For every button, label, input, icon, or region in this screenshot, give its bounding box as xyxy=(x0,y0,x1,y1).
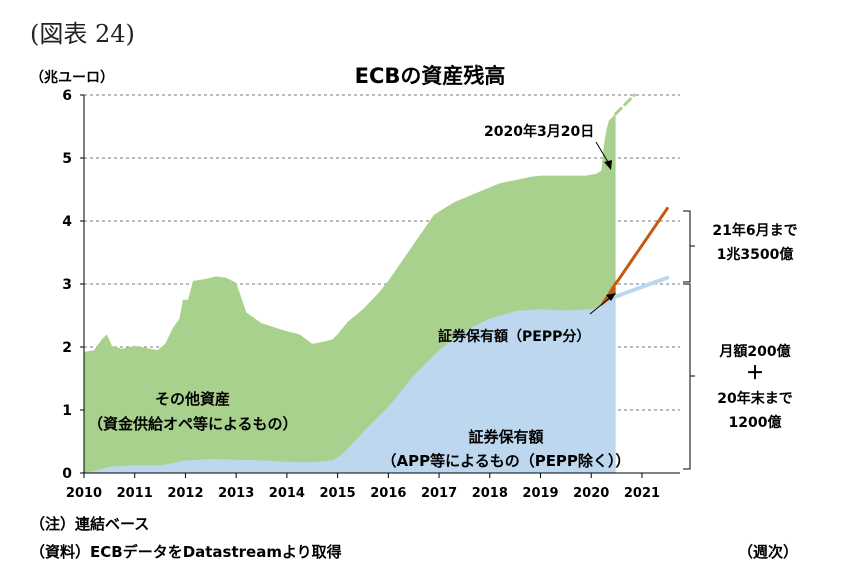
y-tick-label: 0 xyxy=(62,466,72,482)
x-tick-label: 2017 xyxy=(421,486,457,501)
series-area-securities xyxy=(84,296,616,473)
annotation-date: 2020年3月20日 xyxy=(484,123,594,140)
annotation-app-target-4: 1200億 xyxy=(729,414,782,431)
footnote: （注）連結ベース xyxy=(30,515,150,533)
x-tick-label: 2012 xyxy=(167,486,203,501)
x-tick-label: 2013 xyxy=(218,486,254,501)
annotation-app-target-2: ＋ xyxy=(746,363,764,384)
y-tick-label: 2 xyxy=(62,340,72,356)
chart-title: ECBの資産残高 xyxy=(355,64,506,88)
y-tick-label: 6 xyxy=(62,88,72,104)
y-tick-label: 1 xyxy=(62,403,72,419)
app-target-bracket xyxy=(683,283,695,470)
series-line-pepp-projection xyxy=(614,206,669,286)
x-tick-label: 2019 xyxy=(522,486,558,501)
x-tick-label: 2021 xyxy=(624,486,660,501)
x-tick-label: 2010 xyxy=(66,486,102,501)
annotation-other-assets-2: （資金供給オペ等によるもの） xyxy=(88,415,298,433)
x-tick-label: 2014 xyxy=(269,486,305,501)
figure-label: (図表 24) xyxy=(30,20,135,48)
annotation-other-assets-1: その他資産 xyxy=(155,390,230,408)
x-tick-label: 2020 xyxy=(573,486,609,501)
y-tick-label: 4 xyxy=(62,214,72,230)
y-axis-label: （兆ユーロ） xyxy=(30,70,114,86)
y-tick-label: 5 xyxy=(62,151,72,167)
x-tick-label: 2018 xyxy=(472,486,508,501)
y-ticks: 0 1 2 3 4 5 6 xyxy=(62,88,84,482)
annotation-app-target-3: 20年末まで xyxy=(717,390,792,407)
annotation-pepp-target-1: 21年6月まで xyxy=(712,222,797,239)
series-line-total-projection xyxy=(614,93,636,116)
series-areas xyxy=(84,93,670,474)
series-line-app-projection xyxy=(613,275,670,299)
y-tick-label: 3 xyxy=(62,277,72,293)
annotation-pepp: 証券保有額（PEPP分） xyxy=(438,328,590,345)
series-area-pepp xyxy=(601,280,616,307)
source-note: （資料）ECBデータをDatastreamより取得 xyxy=(30,543,342,561)
annotation-app-target-1: 月額200億 xyxy=(718,343,790,360)
x-tick-label: 2016 xyxy=(370,486,406,501)
x-tick-label: 2011 xyxy=(117,486,153,501)
annotation-pepp-target-2: 1兆3500億 xyxy=(717,246,794,263)
annotation-date-arrowhead xyxy=(604,160,612,170)
annotation-app-1: 証券保有額 xyxy=(468,428,543,446)
annotation-pepp-arrow xyxy=(589,295,613,315)
annotation-pepp-arrowhead xyxy=(606,293,616,301)
x-ticks: 2010 2011 2012 2013 2014 2015 2016 2017 2018 2019… xyxy=(66,473,660,501)
pepp-target-bracket xyxy=(683,210,695,283)
x-axis-label: （週次） xyxy=(738,543,799,561)
annotation-app-2: （APP等によるもの（PEPP除く）） xyxy=(382,452,631,470)
x-tick-label: 2015 xyxy=(320,486,356,501)
